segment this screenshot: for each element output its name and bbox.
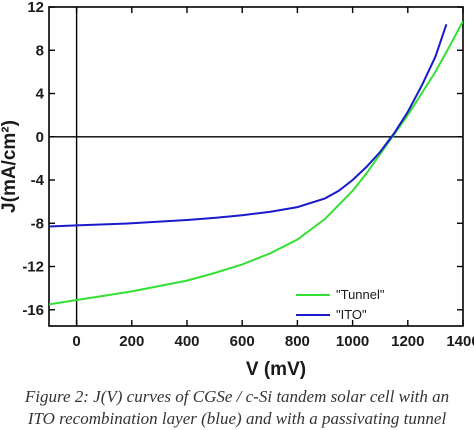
series-line-0 [49, 20, 463, 306]
y-axis-label: J(mA/cm²) [0, 120, 20, 213]
y-tick-label--16: -16 [22, 302, 44, 319]
x-tick-label-1200: 1200 [391, 333, 424, 350]
figure-caption: Figure 2: J(V) curves of CGSe / c-Si tan… [24, 387, 450, 428]
y-tick-label-8: 8 [36, 42, 44, 59]
x-tick-label-600: 600 [230, 333, 255, 350]
y-tick-label-12: 12 [27, 0, 44, 16]
legend-label-1: "ITO" [336, 307, 367, 322]
x-tick-label-200: 200 [119, 333, 144, 350]
x-tick-label-800: 800 [285, 333, 310, 350]
legend-label-0: "Tunnel" [336, 287, 385, 302]
x-axis-label: V (mV) [246, 359, 306, 380]
plot-frame [48, 6, 464, 327]
y-tick-label-0: 0 [36, 129, 44, 146]
x-tick-label-0: 0 [72, 333, 80, 350]
y-tick-label--4: -4 [31, 172, 45, 189]
x-tick-label-1000: 1000 [336, 333, 369, 350]
y-tick-label--12: -12 [22, 259, 44, 276]
series-line-1 [49, 23, 448, 228]
y-tick-label-4: 4 [36, 86, 45, 103]
x-tick-label-400: 400 [174, 333, 199, 350]
x-tick-label-1400: 1400 [446, 333, 474, 350]
y-tick-label--8: -8 [31, 215, 44, 232]
